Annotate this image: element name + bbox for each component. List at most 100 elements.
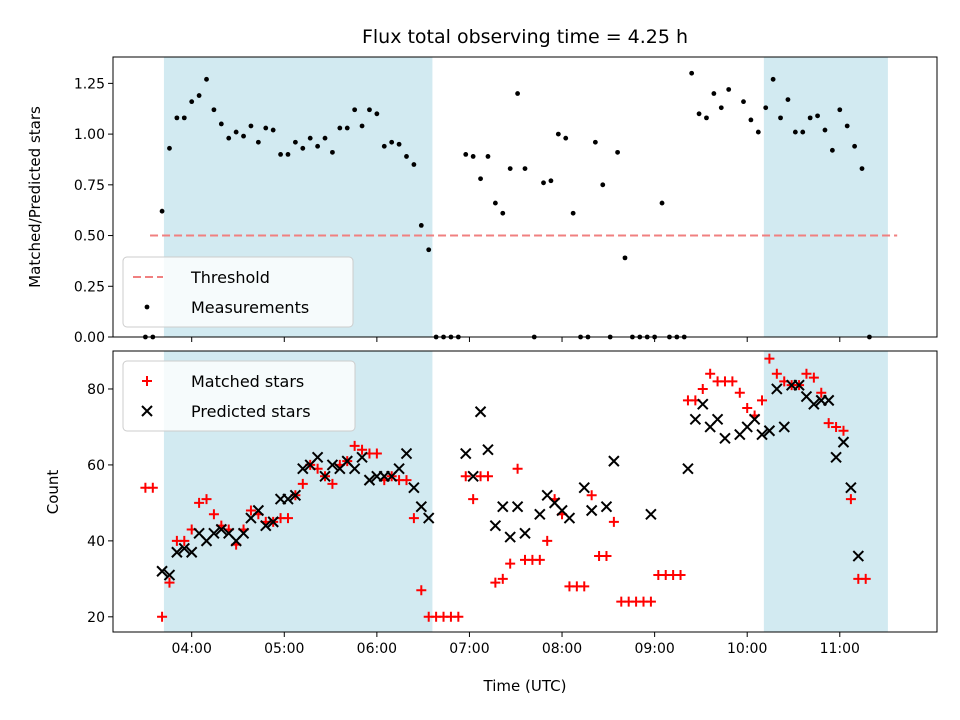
data-point bbox=[500, 210, 506, 216]
data-point bbox=[838, 425, 849, 436]
data-point bbox=[352, 107, 358, 113]
data-point bbox=[711, 413, 724, 426]
data-point bbox=[511, 500, 524, 513]
data-point bbox=[756, 428, 768, 441]
data-point bbox=[801, 368, 812, 379]
data-point bbox=[167, 145, 172, 151]
data-point bbox=[300, 145, 306, 151]
data-point bbox=[844, 123, 850, 129]
data-point bbox=[292, 139, 298, 145]
data-point bbox=[816, 387, 827, 398]
data-point bbox=[282, 513, 293, 524]
data-point bbox=[608, 516, 619, 527]
data-point bbox=[181, 115, 187, 121]
data-point bbox=[645, 508, 657, 520]
data-point bbox=[307, 135, 313, 141]
data-point bbox=[852, 550, 865, 562]
data-point bbox=[504, 531, 516, 543]
data-point bbox=[830, 451, 842, 464]
data-point bbox=[381, 143, 387, 149]
data-point bbox=[311, 451, 324, 464]
data-point bbox=[463, 151, 469, 157]
data-point bbox=[218, 121, 224, 127]
data-point bbox=[622, 255, 628, 261]
data-point bbox=[185, 546, 198, 558]
data-point bbox=[289, 489, 302, 502]
data-point bbox=[807, 115, 813, 121]
data-point bbox=[586, 490, 597, 501]
data-point bbox=[245, 505, 256, 516]
legend-label: Threshold bbox=[190, 268, 270, 287]
x-tick-label: 08:00 bbox=[542, 641, 582, 657]
data-point bbox=[689, 413, 702, 426]
data-point bbox=[337, 125, 343, 131]
y-tick-label: 1.00 bbox=[74, 127, 105, 143]
data-point bbox=[592, 139, 598, 145]
data-point bbox=[792, 129, 798, 135]
data-point bbox=[408, 481, 420, 494]
data-point bbox=[282, 493, 294, 505]
data-point bbox=[490, 577, 501, 588]
y-tick-label: 40 bbox=[87, 534, 105, 550]
x-tick-label: 06:00 bbox=[357, 641, 397, 657]
axes-frame bbox=[112, 56, 938, 338]
data-point bbox=[178, 542, 190, 555]
data-point bbox=[285, 151, 291, 157]
y-tick-label: 20 bbox=[87, 610, 105, 626]
data-point bbox=[423, 512, 435, 524]
data-point bbox=[426, 247, 432, 253]
x-axis-label: Time (UTC) bbox=[483, 677, 567, 695]
data-point bbox=[727, 376, 738, 387]
data-point bbox=[757, 395, 768, 406]
data-point bbox=[171, 546, 183, 558]
data-point bbox=[778, 115, 783, 121]
data-point bbox=[815, 113, 820, 119]
data-point bbox=[415, 500, 428, 513]
data-point bbox=[519, 527, 531, 539]
data-point bbox=[411, 162, 417, 167]
data-point bbox=[845, 494, 856, 505]
data-point bbox=[326, 459, 339, 471]
data-point bbox=[252, 504, 265, 517]
data-point bbox=[260, 519, 272, 532]
data-point bbox=[704, 115, 709, 121]
data-point bbox=[208, 509, 219, 520]
data-point bbox=[344, 125, 350, 131]
data-point bbox=[771, 368, 782, 379]
y-tick-label: 0.75 bbox=[74, 178, 105, 194]
y-tick-label: 1.25 bbox=[74, 76, 105, 92]
data-point bbox=[534, 508, 546, 520]
data-point bbox=[822, 394, 835, 407]
count-panel-ylabel: Count bbox=[44, 470, 62, 515]
data-point bbox=[297, 463, 309, 475]
data-point bbox=[600, 182, 606, 188]
data-point bbox=[696, 111, 702, 117]
data-point bbox=[357, 444, 368, 455]
data-point bbox=[208, 527, 220, 539]
data-point bbox=[579, 581, 590, 592]
data-point bbox=[211, 107, 217, 113]
data-point bbox=[800, 129, 806, 135]
x-tick-label: 10:00 bbox=[727, 641, 767, 657]
data-point bbox=[241, 133, 246, 139]
data-point bbox=[226, 135, 232, 141]
data-point bbox=[356, 451, 368, 464]
data-point bbox=[416, 585, 427, 596]
data-point bbox=[371, 448, 382, 459]
y-tick-label: 0.00 bbox=[74, 330, 105, 346]
data-point bbox=[393, 463, 405, 475]
data-point bbox=[330, 149, 335, 155]
data-point bbox=[159, 208, 165, 214]
data-point bbox=[348, 463, 361, 475]
data-point bbox=[711, 91, 717, 96]
ratio-panel: Matched/Predicted stars 0.00 0.25 0.50 0.75… bbox=[26, 56, 938, 346]
data-point bbox=[482, 471, 493, 482]
data-point bbox=[478, 176, 483, 182]
data-point bbox=[682, 463, 694, 475]
data-point bbox=[367, 107, 372, 113]
x-tick-label: 09:00 bbox=[634, 641, 674, 657]
data-point bbox=[675, 570, 686, 581]
data-point bbox=[831, 421, 842, 432]
data-point bbox=[645, 596, 656, 607]
data-point bbox=[512, 463, 523, 474]
